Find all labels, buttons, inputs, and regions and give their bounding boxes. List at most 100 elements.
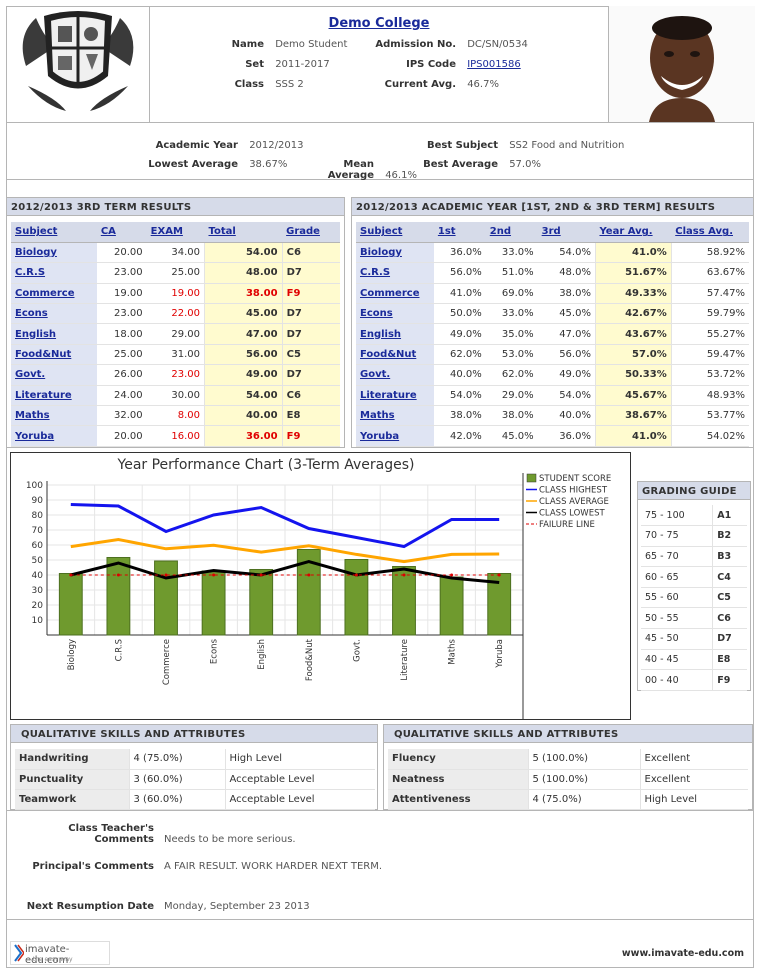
- subject-cell[interactable]: Commerce: [11, 283, 97, 305]
- subject-link[interactable]: Maths: [360, 410, 395, 422]
- subject-cell[interactable]: Biology: [11, 242, 97, 264]
- subject-link[interactable]: Food&Nut: [15, 349, 72, 361]
- subject-cell[interactable]: C.R.S: [11, 262, 97, 284]
- term2-cell: 45.0%: [485, 425, 538, 447]
- subject-link[interactable]: Literature: [360, 389, 417, 401]
- subject-link[interactable]: Commerce: [360, 287, 420, 299]
- subject-link[interactable]: C.R.S: [15, 267, 46, 279]
- subject-cell[interactable]: Yoruba: [356, 425, 434, 447]
- subject-cell[interactable]: Food&Nut: [11, 344, 97, 366]
- mean-average: 46.1%: [385, 170, 417, 181]
- subject-link[interactable]: C.R.S: [360, 267, 391, 279]
- subject-link[interactable]: English: [360, 328, 402, 340]
- subject-cell[interactable]: Literature: [356, 385, 434, 407]
- subject-cell[interactable]: Food&Nut: [356, 344, 434, 366]
- table-row: Literature 24.00 30.00 54.00 C6: [11, 385, 340, 407]
- grading-table: 75 - 100 A1 70 - 75 B2 65 - 70 B3 60 - 65 C4 55 …: [641, 505, 747, 691]
- term2-cell: 29.0%: [485, 385, 538, 407]
- subject-link[interactable]: Maths: [15, 410, 50, 422]
- subject-cell[interactable]: Govt.: [11, 364, 97, 386]
- subject-link[interactable]: Econs: [15, 308, 48, 320]
- term2-cell: 69.0%: [485, 283, 538, 305]
- subject-cell[interactable]: Govt.: [356, 364, 434, 386]
- col-3rd[interactable]: 3rd: [537, 222, 596, 243]
- subject-link[interactable]: Govt.: [360, 369, 391, 381]
- subject-cell[interactable]: Maths: [356, 405, 434, 427]
- x-tick-label: Literature: [400, 639, 410, 681]
- subject-link[interactable]: Econs: [360, 308, 393, 320]
- grade-range: 70 - 75: [641, 525, 713, 547]
- skill-name: Fluency: [388, 749, 528, 770]
- subject-link[interactable]: English: [15, 328, 57, 340]
- subject-link[interactable]: Food&Nut: [360, 349, 417, 361]
- college-name[interactable]: Demo College: [328, 16, 430, 31]
- total-cell: 38.00: [203, 283, 283, 305]
- grade-range: 55 - 60: [641, 587, 713, 609]
- subject-link[interactable]: Yoruba: [360, 430, 400, 442]
- legend-label: CLASS LOWEST: [539, 509, 605, 519]
- col-total[interactable]: Total: [204, 222, 283, 243]
- subject-link[interactable]: Biology: [360, 247, 402, 259]
- footer-logo-tagline: ...the easy way: [27, 956, 73, 963]
- skill-row: Punctuality 3 (60.0%) Acceptable Level: [15, 769, 375, 791]
- col-subject[interactable]: Subject: [11, 222, 97, 243]
- x-tick-label: C.R.S: [114, 639, 124, 661]
- bar-student-score: [58, 573, 83, 636]
- footer-logo[interactable]: imavate-edu.com ...the easy way: [10, 941, 110, 966]
- subject-cell[interactable]: Literature: [11, 385, 97, 407]
- footer: imavate-edu.com ...the easy way www.imav…: [6, 938, 754, 968]
- failure-marker: [69, 573, 73, 577]
- exam-cell: 31.00: [146, 344, 205, 366]
- class-avg-cell: 48.93%: [670, 385, 749, 407]
- term-results-panel: 2012/2013 3RD TERM RESULTS Subject CA EX…: [6, 197, 345, 448]
- x-tick-label: Food&Nut: [305, 638, 315, 681]
- term1-cell: 41.0%: [433, 283, 486, 305]
- academic-year: 2012/2013: [249, 140, 304, 151]
- admission-number: DC/SN/0534: [467, 39, 528, 50]
- subject-link[interactable]: Yoruba: [15, 430, 55, 442]
- class-avg-cell: 55.27%: [670, 323, 749, 345]
- col-exam[interactable]: EXAM: [146, 222, 205, 243]
- subject-cell[interactable]: Yoruba: [11, 425, 97, 447]
- subject-cell[interactable]: Econs: [356, 303, 434, 325]
- term-results-table: Subject CA EXAM Total Grade Biology 20.00…: [11, 222, 340, 447]
- subject-link[interactable]: Biology: [15, 247, 57, 259]
- term3-cell: 48.0%: [537, 262, 596, 284]
- failure-marker: [307, 573, 311, 577]
- subject-link[interactable]: Govt.: [15, 369, 46, 381]
- chart-canvas: 10 20 30 40 50 60 70 80 90 100 Biology C.R.S Commerc…: [26, 473, 611, 719]
- subject-cell[interactable]: Econs: [11, 303, 97, 325]
- report-frame: [6, 6, 754, 968]
- subject-link[interactable]: Literature: [15, 389, 72, 401]
- term3-cell: 40.0%: [537, 405, 596, 427]
- table-row: English 49.0% 35.0% 47.0% 43.67% 55.27%: [356, 323, 749, 345]
- col-year-avg[interactable]: Year Avg.: [595, 222, 672, 243]
- subject-cell[interactable]: Maths: [11, 405, 97, 427]
- subject-cell[interactable]: Commerce: [356, 283, 434, 305]
- total-cell: 47.00: [203, 323, 283, 345]
- failure-marker: [450, 573, 454, 577]
- col-subject[interactable]: Subject: [356, 222, 434, 243]
- failure-marker: [354, 573, 358, 577]
- y-tick-label: 40: [32, 571, 44, 581]
- footer-url[interactable]: www.imavate-edu.com: [621, 948, 744, 959]
- grade-row: 55 - 60 C5: [641, 587, 747, 609]
- col-2nd[interactable]: 2nd: [485, 222, 538, 243]
- skill-level: Excellent: [639, 749, 748, 770]
- ca-cell: 19.00: [96, 283, 147, 305]
- col-class-avg[interactable]: Class Avg.: [671, 222, 749, 243]
- subject-cell[interactable]: Biology: [356, 242, 434, 264]
- term2-cell: 51.0%: [485, 262, 538, 284]
- grade-cell: F9: [281, 283, 340, 305]
- col-1st[interactable]: 1st: [433, 222, 486, 243]
- skill-row: Attentiveness 4 (75.0%) High Level: [388, 789, 748, 811]
- ips-code-link[interactable]: IPS001586: [467, 59, 521, 70]
- subject-cell[interactable]: English: [356, 323, 434, 345]
- lowest-average: 38.67%: [249, 159, 288, 170]
- col-ca[interactable]: CA: [96, 222, 147, 243]
- subject-link[interactable]: Commerce: [15, 287, 75, 299]
- subject-cell[interactable]: English: [11, 323, 97, 345]
- col-grade[interactable]: Grade: [282, 222, 340, 243]
- y-tick-label: 50: [32, 556, 44, 566]
- subject-cell[interactable]: C.R.S: [356, 262, 434, 284]
